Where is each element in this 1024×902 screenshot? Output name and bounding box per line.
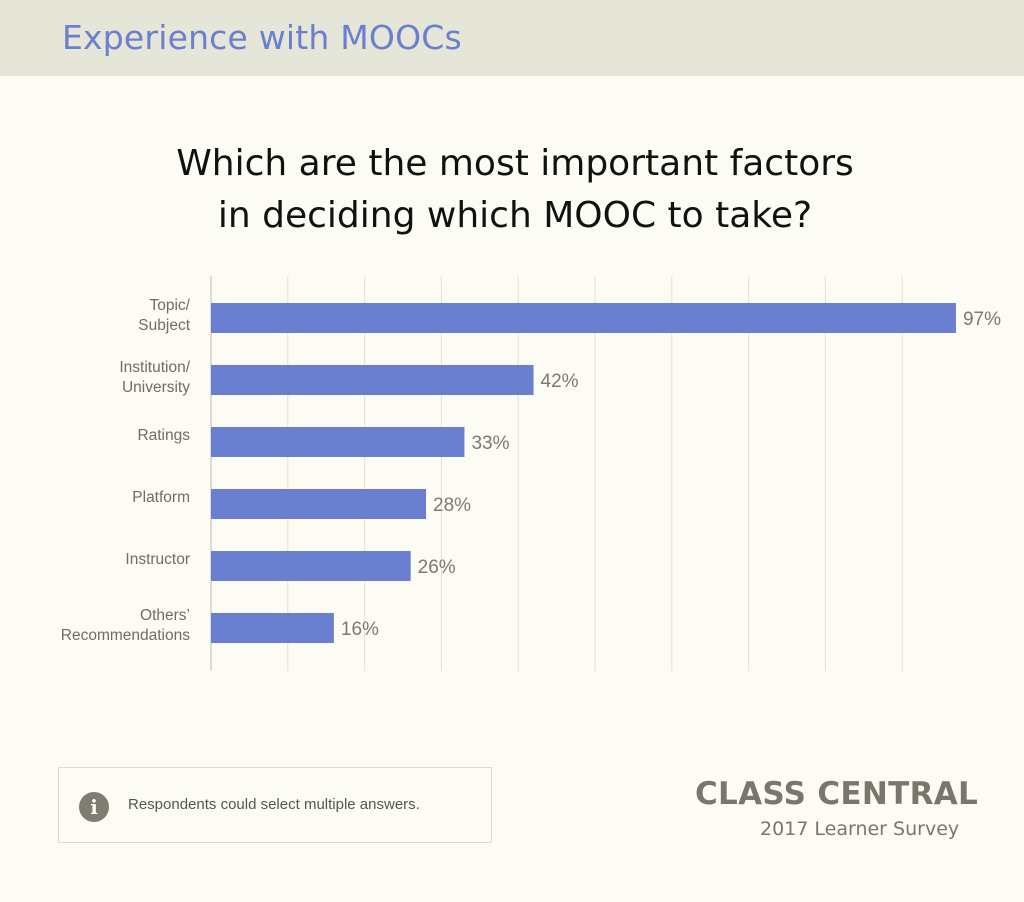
category-label: Topic/ bbox=[150, 297, 191, 314]
bar bbox=[211, 427, 465, 457]
header-bar: Experience with MOOCs bbox=[0, 0, 1024, 76]
category-label: Platform bbox=[132, 489, 190, 506]
category-label: Instructor bbox=[125, 551, 190, 568]
category-label: Others’ bbox=[140, 607, 190, 624]
bar bbox=[211, 551, 411, 581]
bar bbox=[211, 303, 956, 333]
bar-value-label: 26% bbox=[418, 557, 456, 578]
info-icon: i bbox=[79, 792, 109, 822]
category-label: Subject bbox=[138, 317, 190, 334]
info-note: i Respondents could select multiple answ… bbox=[58, 767, 492, 843]
category-label: Recommendations bbox=[61, 627, 190, 644]
chart-title: Which are the most important factors in … bbox=[0, 138, 1024, 242]
note-text: Respondents could select multiple answer… bbox=[128, 796, 420, 813]
category-label: University bbox=[122, 379, 190, 396]
chart-title-line-2: in deciding which MOOC to take? bbox=[217, 195, 813, 236]
category-label: Ratings bbox=[137, 427, 190, 444]
bar-value-label: 28% bbox=[433, 495, 471, 516]
brand-logo: CLASS CENTRAL bbox=[695, 776, 979, 812]
bar-value-label: 33% bbox=[471, 433, 509, 454]
brand-subtitle: 2017 Learner Survey bbox=[760, 818, 960, 840]
page-title: Experience with MOOCs bbox=[62, 18, 462, 57]
bar bbox=[211, 489, 427, 519]
chart-title-line-1: Which are the most important factors bbox=[176, 143, 854, 184]
bar-value-label: 16% bbox=[341, 619, 379, 640]
bar-value-label: 42% bbox=[541, 371, 579, 392]
bar-value-label: 97% bbox=[963, 309, 1001, 330]
bar bbox=[211, 613, 334, 643]
bar bbox=[211, 365, 534, 395]
category-label: Institution/ bbox=[119, 359, 190, 376]
